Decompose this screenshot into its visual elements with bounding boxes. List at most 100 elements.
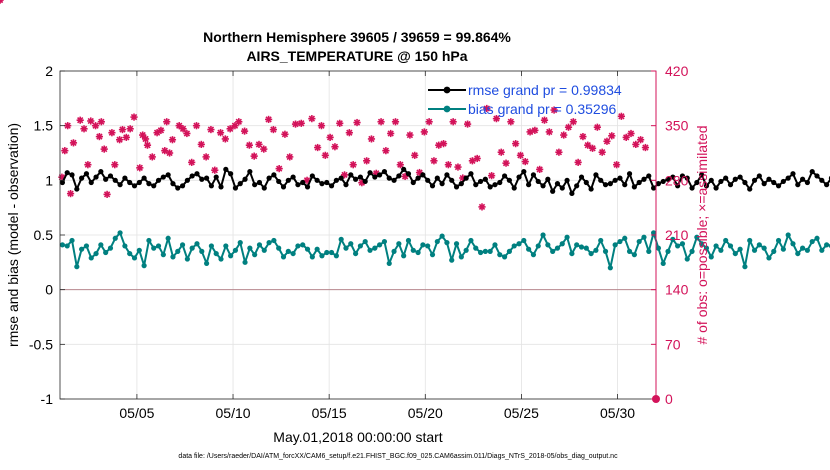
obs-marker-stroke <box>251 152 258 160</box>
obs-marker-stroke <box>531 127 539 134</box>
bias-point <box>353 250 359 257</box>
obs-possible-marker <box>652 395 660 403</box>
rmse-point <box>785 175 791 181</box>
bias-point <box>665 248 671 254</box>
rmse-point <box>569 190 575 197</box>
rmse-point <box>338 175 344 181</box>
bias-point <box>497 252 503 258</box>
obs-marker-stroke <box>130 113 138 121</box>
rmse-point <box>675 183 681 189</box>
bias-point <box>151 245 157 251</box>
obs-marker-stroke <box>0 0 4 4</box>
obs-assimilated-marker <box>197 140 205 149</box>
obs-marker-stroke <box>613 161 620 168</box>
rmse-point <box>747 186 753 192</box>
obs-assimilated-marker <box>130 113 138 121</box>
rmse-point <box>819 177 825 183</box>
obs-marker-stroke <box>77 117 84 124</box>
rmse-point <box>453 184 460 190</box>
bias-point <box>675 243 681 249</box>
obs-marker-stroke <box>179 125 187 132</box>
obs-marker-stroke <box>368 135 375 143</box>
bias-point <box>199 248 205 254</box>
bias-point <box>651 230 657 236</box>
rmse-point <box>497 179 503 186</box>
left-tick-label: 0 <box>45 282 53 298</box>
obs-assimilated-marker <box>265 115 273 124</box>
bias-point <box>98 242 104 248</box>
bias-point <box>415 249 421 256</box>
rmse-point <box>112 177 118 183</box>
obs-marker-stroke <box>632 141 639 148</box>
obs-assimilated-marker <box>64 122 72 130</box>
obs-marker-stroke <box>235 118 242 125</box>
rmse-point <box>184 177 190 183</box>
obs-assimilated-marker <box>100 145 108 153</box>
bias-point <box>569 250 575 257</box>
obs-assimilated-marker <box>163 118 171 126</box>
obs-assimilated-marker <box>396 161 404 169</box>
rmse-point <box>449 177 455 183</box>
obs-assimilated-marker <box>226 125 234 133</box>
bias-point <box>771 248 777 254</box>
obs-marker-stroke <box>166 149 173 157</box>
obs-marker-stroke <box>603 138 611 145</box>
bias-point <box>338 236 344 242</box>
obs-assimilated-marker <box>579 133 587 141</box>
bias-point <box>699 241 705 247</box>
rmse-point <box>242 176 248 182</box>
obs-assimilated-marker <box>103 190 111 198</box>
legend-rmse-label: rmse grand pr = 0.99834 <box>468 82 622 98</box>
bias-point <box>304 246 311 252</box>
bias-point <box>453 241 460 247</box>
bias-point <box>247 245 253 251</box>
obs-assimilated-marker <box>111 161 119 169</box>
bias-point <box>790 241 796 247</box>
bias-point <box>189 245 195 251</box>
obs-assimilated-marker <box>115 136 124 144</box>
bias-point <box>386 260 392 267</box>
rmse-point <box>396 173 402 179</box>
rmse-point <box>59 179 65 186</box>
rmse-point <box>381 168 388 175</box>
bias-point <box>213 250 219 257</box>
obs-assimilated-marker <box>314 143 322 152</box>
rmse-point <box>415 175 421 181</box>
bias-point <box>232 247 239 253</box>
rmse-point <box>425 177 431 183</box>
obs-marker-stroke <box>96 133 103 140</box>
rmse-point <box>492 182 498 188</box>
obs-assimilated-marker <box>420 128 428 136</box>
rmse-point <box>607 181 613 187</box>
obs-marker-stroke <box>425 118 433 125</box>
obs-assimilated-marker <box>439 140 448 148</box>
obs-marker-stroke <box>318 122 325 129</box>
rmse-point <box>300 179 306 186</box>
obs-assimilated-marker <box>87 117 95 125</box>
obs-marker-stroke <box>507 118 515 125</box>
rmse-point <box>775 183 782 189</box>
bias-point <box>723 237 729 244</box>
obs-marker-stroke <box>406 131 414 139</box>
rmse-point <box>131 183 138 189</box>
obs-marker-stroke <box>397 161 404 168</box>
obs-marker-stroke <box>226 125 234 132</box>
rmse-point <box>790 171 796 177</box>
bias-point <box>804 247 811 253</box>
obs-assimilated-marker <box>444 161 452 169</box>
obs-assimilated-marker <box>637 136 645 144</box>
bias-point <box>756 242 762 248</box>
obs-marker-stroke <box>281 131 289 138</box>
rmse-point <box>487 184 493 190</box>
bias-point <box>737 246 743 252</box>
obs-marker-stroke <box>512 140 519 147</box>
bias-point <box>540 232 546 238</box>
obs-assimilated-marker <box>97 118 105 126</box>
bias-point <box>107 245 114 251</box>
obs-assimilated-marker <box>235 118 243 126</box>
bias-point <box>660 260 666 267</box>
obs-marker-stroke <box>627 130 635 137</box>
rmse-point <box>511 185 517 191</box>
rmse-point <box>107 173 114 179</box>
obs-marker-stroke <box>202 153 210 161</box>
